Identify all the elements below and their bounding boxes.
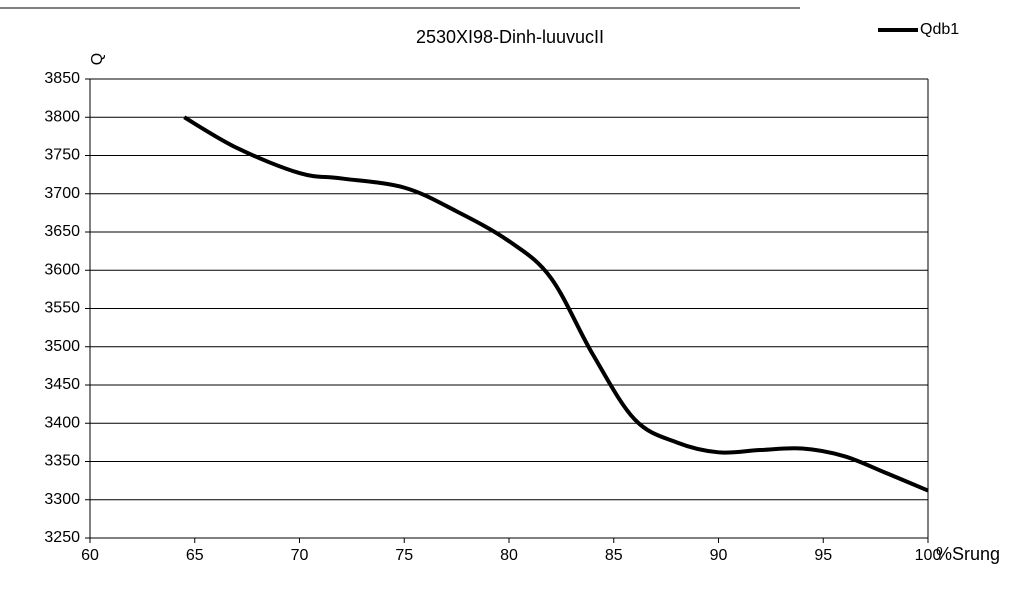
y-tick-label: 3250 — [44, 529, 80, 546]
legend-label: Qdb1 — [920, 21, 959, 38]
x-tick-label: 100 — [915, 547, 942, 564]
x-tick-label: 90 — [710, 547, 728, 564]
series-line — [183, 115, 929, 493]
x-tick-label: 95 — [814, 547, 832, 564]
y-tick-label: 3500 — [44, 338, 80, 355]
x-tick-label: 60 — [81, 547, 99, 564]
y-tick-label: 3700 — [44, 185, 80, 202]
x-tick-label: 75 — [395, 547, 413, 564]
chart-title: 2530XI98-Dinh-luuvucII — [416, 27, 604, 47]
y-tick-label: 3600 — [44, 261, 80, 278]
y-tick-label: 3750 — [44, 147, 80, 164]
y-tick-label: 3400 — [44, 414, 80, 431]
y-tick-label: 3550 — [44, 300, 80, 317]
y-tick-label: 3350 — [44, 453, 80, 470]
y-axis-label: Q — [89, 53, 106, 65]
y-tick-label: 3450 — [44, 376, 80, 393]
x-tick-label: 65 — [186, 547, 204, 564]
y-tick-label: 3300 — [44, 491, 80, 508]
x-tick-label: 80 — [500, 547, 518, 564]
y-tick-label: 3650 — [44, 223, 80, 240]
y-tick-label: 3800 — [44, 108, 80, 125]
y-tick-label: 3850 — [44, 70, 80, 87]
x-tick-label: 85 — [605, 547, 623, 564]
x-tick-label: 70 — [291, 547, 309, 564]
x-axis-label: %Srung — [936, 544, 1000, 564]
